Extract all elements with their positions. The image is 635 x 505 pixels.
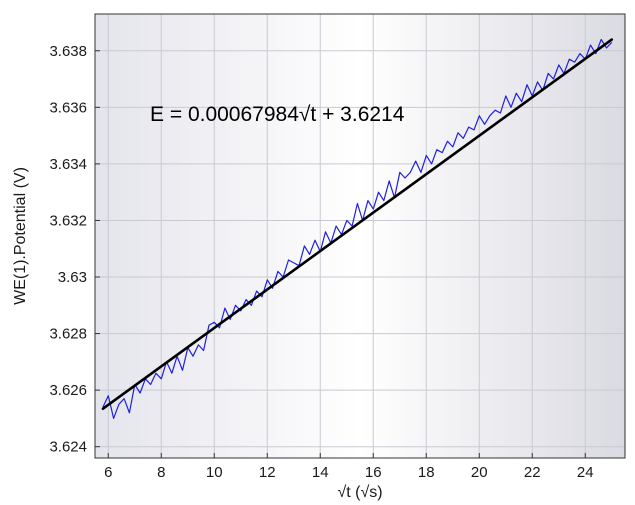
linear-fit-line (101, 38, 614, 411)
y-axis-title: WE(1).Potential (V) (12, 167, 29, 305)
y-tick-label: 3.632 (49, 212, 87, 229)
x-tick-label: 20 (471, 464, 488, 481)
x-tick-label: 12 (259, 464, 276, 481)
plot-background (95, 14, 625, 458)
x-tick-label: 16 (365, 464, 382, 481)
y-tick-label: 3.628 (49, 326, 87, 343)
y-tick-label: 3.634 (49, 156, 87, 173)
x-tick-label: 22 (524, 464, 541, 481)
y-tick-label: 3.636 (49, 99, 87, 116)
y-tick-label: 3.624 (49, 439, 87, 456)
y-tick-label: 3.63 (58, 269, 87, 286)
x-tick-label: 6 (104, 464, 112, 481)
plot-frame (94, 13, 626, 459)
fit-equation-annotation: E = 0.00067984√t + 3.6214 (150, 103, 405, 126)
series-layer (101, 38, 614, 419)
x-tick-label: 14 (312, 464, 329, 481)
x-tick-label: 18 (418, 464, 435, 481)
x-axis-title: √t (√s) (337, 484, 382, 501)
x-tick-label: 10 (206, 464, 223, 481)
grid (95, 14, 625, 458)
x-tick-label: 24 (577, 464, 594, 481)
y-tick-label: 3.626 (49, 382, 87, 399)
x-tick-label: 8 (157, 464, 165, 481)
y-tick-label: 3.638 (49, 43, 87, 60)
ticks (95, 50, 586, 458)
tick-labels: 6 8 10 12 14 16 18 20 22 24 3.624 3.626 3.628 3.63 3.6… (49, 43, 593, 481)
